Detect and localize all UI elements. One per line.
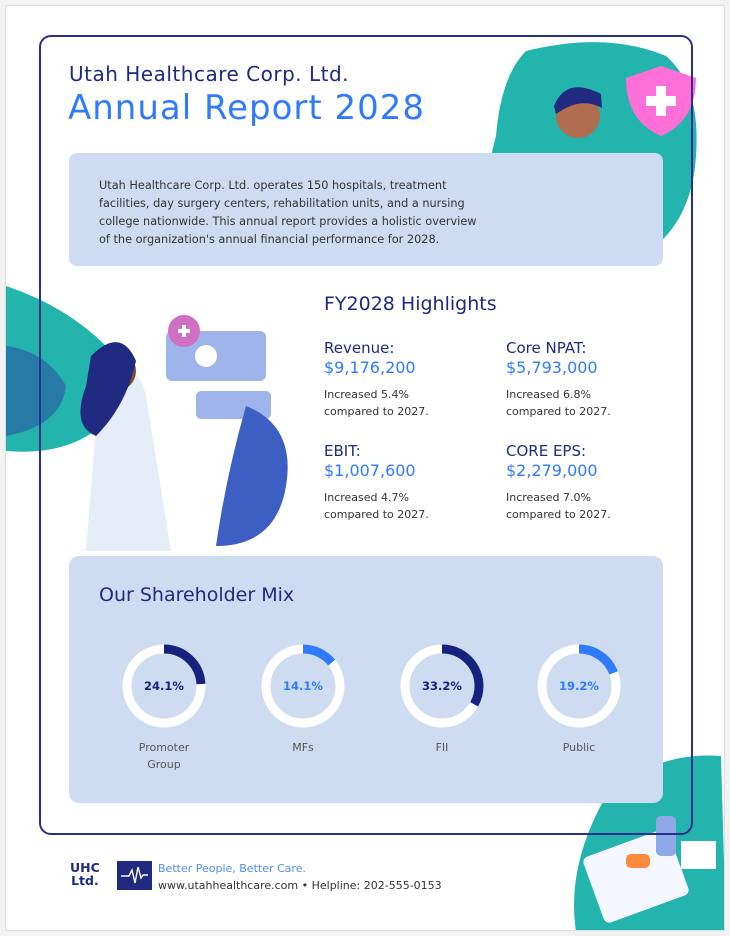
shareholder-mix-panel: Our Shareholder Mix 24.1% Promoter Group … bbox=[69, 556, 663, 803]
donut-value: 24.1% bbox=[144, 679, 184, 693]
medical-supplies-illustration bbox=[583, 816, 716, 923]
metric-note: compared to 2027. bbox=[324, 508, 429, 521]
heartbeat-logo-icon bbox=[117, 861, 152, 890]
metric-note: Increased 4.7% bbox=[324, 491, 409, 504]
tagline: Better People, Better Care. bbox=[158, 862, 306, 875]
metric-note: compared to 2027. bbox=[506, 508, 611, 521]
metric-label: CORE EPS: bbox=[506, 442, 587, 460]
metric-label: Core NPAT: bbox=[506, 339, 587, 357]
metric-note: compared to 2027. bbox=[324, 405, 429, 418]
donut-segment bbox=[400, 644, 484, 728]
metric-label: Revenue: bbox=[324, 339, 395, 357]
donut-chart: 24.1% bbox=[122, 644, 206, 728]
donut-promoter-group: 24.1% Promoter Group bbox=[114, 641, 214, 773]
logo-line: UHC bbox=[70, 860, 100, 875]
metric-note: Increased 7.0% bbox=[506, 491, 591, 504]
donut-label: FII bbox=[435, 741, 449, 754]
donut-label: MFs bbox=[292, 741, 314, 754]
metric-core-npat: Core NPAT: $5,793,000 Increased 6.8% comp… bbox=[506, 339, 676, 420]
content-frame bbox=[39, 35, 693, 835]
report-page: Utah Healthcare Corp. Ltd. Annual Report… bbox=[5, 5, 725, 931]
donut-chart: 14.1% bbox=[261, 644, 345, 728]
page-title: Annual Report 2028 bbox=[68, 88, 426, 128]
donut-segment bbox=[537, 644, 621, 728]
metric-note: Increased 6.8% bbox=[506, 388, 591, 401]
donut-public: 19.2% Public bbox=[529, 641, 629, 756]
contact-info: www.utahhealthcare.com • Helpline: 202-5… bbox=[158, 879, 442, 892]
donut-segment bbox=[261, 644, 345, 728]
footer-logo-text: UHC Ltd. bbox=[70, 861, 100, 887]
donut-chart: 33.2% bbox=[400, 644, 484, 728]
metric-revenue: Revenue: $9,176,200 Increased 5.4% compar… bbox=[324, 339, 494, 420]
shareholder-mix-title: Our Shareholder Mix bbox=[99, 584, 295, 606]
metric-value: $5,793,000 bbox=[506, 358, 598, 377]
company-name: Utah Healthcare Corp. Ltd. bbox=[69, 62, 350, 86]
metric-value: $1,007,600 bbox=[324, 461, 416, 480]
description-text: Utah Healthcare Corp. Ltd. operates 150 … bbox=[99, 179, 477, 246]
donut-chart: 19.2% bbox=[537, 644, 621, 728]
metric-value: $9,176,200 bbox=[324, 358, 416, 377]
metric-core-eps: CORE EPS: $2,279,000 Increased 7.0% compa… bbox=[506, 442, 676, 523]
metric-label: EBIT: bbox=[324, 442, 361, 460]
donut-value: 19.2% bbox=[559, 679, 599, 693]
metric-note: Increased 5.4% bbox=[324, 388, 409, 401]
donut-segment bbox=[122, 644, 206, 728]
logo-line: Ltd. bbox=[71, 873, 99, 888]
metric-value: $2,279,000 bbox=[506, 461, 598, 480]
donut-mfs: 14.1% MFs bbox=[253, 641, 353, 756]
nurse-illustration bbox=[80, 315, 288, 551]
metric-ebit: EBIT: $1,007,600 Increased 4.7% compared … bbox=[324, 442, 494, 523]
highlights-title: FY2028 Highlights bbox=[324, 293, 497, 315]
donut-label: Public bbox=[562, 741, 596, 754]
donut-fii: 33.2% FII bbox=[392, 641, 492, 756]
donut-value: 14.1% bbox=[283, 679, 323, 693]
description-box: Utah Healthcare Corp. Ltd. operates 150 … bbox=[69, 153, 663, 266]
donut-label: Group bbox=[147, 758, 181, 771]
metric-note: compared to 2027. bbox=[506, 405, 611, 418]
donut-value: 33.2% bbox=[422, 679, 462, 693]
donut-label: Promoter bbox=[138, 741, 190, 754]
